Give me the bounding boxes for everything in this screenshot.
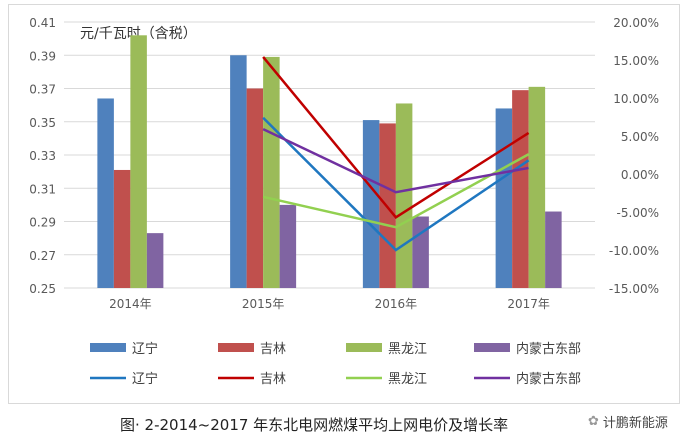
y-right-tick-label: 20.00% <box>613 16 659 30</box>
bar-内蒙古东部 <box>279 204 297 288</box>
y-left-tick-label: 0.35 <box>29 116 56 130</box>
combo-chart: 0.25 0.27 0.29 0.31 0.33 0.35 0.37 0.39 0.41 -15.… <box>29 16 659 387</box>
bar-内蒙古东部 <box>146 233 164 288</box>
y-left-tick-label: 0.29 <box>29 216 56 230</box>
figure-caption: 图· 2-2014~2017 年东北电网燃煤平均上网电价及增长率 <box>120 416 509 434</box>
y-left-tick-label: 0.33 <box>29 149 56 163</box>
bar-吉林 <box>113 169 131 288</box>
x-tick-label: 2014年 <box>109 297 152 311</box>
y-right-tick-label: 10.00% <box>613 92 659 106</box>
legend-swatch-bar <box>90 343 126 352</box>
x-tick-label: 2015年 <box>242 297 285 311</box>
legend-label: 吉林 <box>260 372 286 387</box>
legend-swatch-bar <box>474 343 510 352</box>
line-内蒙古东部 <box>262 128 529 194</box>
x-tick-label: 2016年 <box>375 297 418 311</box>
y-right-tick-label: 0.00% <box>621 168 659 182</box>
legend-swatch-bar <box>218 343 254 352</box>
legend-label: 黑龙江 <box>388 342 427 357</box>
legend-label: 黑龙江 <box>388 372 427 387</box>
bar-吉林 <box>512 90 529 288</box>
line-辽宁 <box>262 116 530 252</box>
bar-辽宁 <box>495 108 513 288</box>
y-right-tick-label: -10.00% <box>609 244 659 258</box>
y-left-tick-label: 0.37 <box>29 83 56 97</box>
y-left-tick-label: 0.25 <box>29 282 56 296</box>
legend-label: 内蒙古东部 <box>516 371 581 387</box>
bar-黑龙江 <box>528 86 546 289</box>
legend-label: 辽宁 <box>132 341 158 357</box>
bar-辽宁 <box>230 55 247 288</box>
y-right-tick-label: 15.00% <box>613 54 659 68</box>
brand-watermark: ✿ 计鹏新能源 <box>588 412 668 431</box>
unit-label: 元/千瓦时（含税） <box>80 26 197 42</box>
line-吉林 <box>262 56 530 219</box>
legend-swatch-bar <box>346 343 382 352</box>
y-left-tick-label: 0.39 <box>29 49 56 63</box>
legend-label: 内蒙古东部 <box>516 341 581 357</box>
legend-label: 辽宁 <box>132 371 158 387</box>
bar-黑龙江 <box>395 103 413 289</box>
bar-辽宁 <box>97 98 114 288</box>
legend-label: 吉林 <box>260 342 286 357</box>
y-left-tick-label: 0.41 <box>29 16 56 30</box>
bar-辽宁 <box>362 120 380 289</box>
y-right-tick-label: 5.00% <box>621 130 659 144</box>
bar-内蒙古东部 <box>545 211 562 288</box>
line-黑龙江 <box>262 153 530 229</box>
bar-黑龙江 <box>130 35 147 288</box>
bar-吉林 <box>246 88 264 288</box>
brand-name: 计鹏新能源 <box>602 416 668 431</box>
chart-frame <box>8 4 680 404</box>
x-tick-label: 2017年 <box>507 297 550 311</box>
wechat-icon: ✿ <box>588 414 599 429</box>
y-right-tick-label: -15.00% <box>609 282 659 296</box>
y-left-tick-label: 0.31 <box>29 182 56 196</box>
bar-黑龙江 <box>263 56 280 288</box>
y-left-tick-label: 0.27 <box>29 249 56 263</box>
bar-内蒙古东部 <box>412 216 429 288</box>
y-right-tick-label: -5.00% <box>617 206 659 220</box>
